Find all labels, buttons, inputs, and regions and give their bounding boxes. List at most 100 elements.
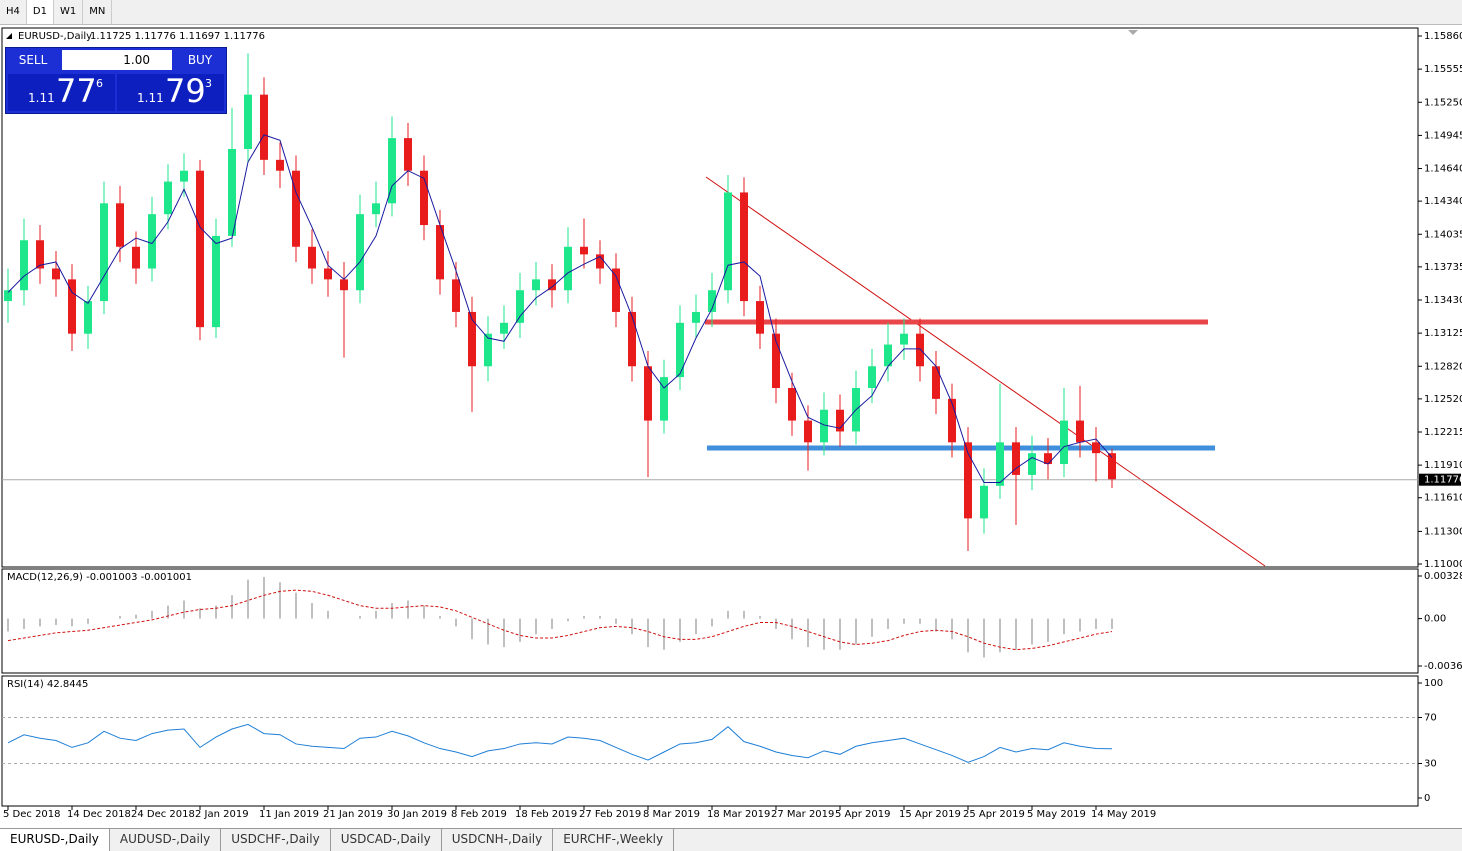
candle-body <box>372 203 380 215</box>
bid-price[interactable]: 1.11 77 6 <box>8 72 115 111</box>
candle-body <box>468 311 476 367</box>
y-tick-label: 30 <box>1424 759 1437 770</box>
candle-body <box>20 240 28 291</box>
candle-body <box>932 366 940 399</box>
candle-body <box>4 290 12 302</box>
chart-tab[interactable]: USDCNH-,Daily <box>442 829 554 851</box>
last-price-label: 1.11776 <box>1424 475 1462 486</box>
x-tick-label: 18 Mar 2019 <box>707 809 770 820</box>
x-tick-label: 24 Dec 2018 <box>131 809 195 820</box>
ask-big: 1.11 <box>137 91 164 105</box>
candle-body <box>788 388 796 421</box>
y-tick-label: 1.11610 <box>1424 493 1462 504</box>
timeframe-button[interactable]: MN <box>83 0 113 24</box>
chart-tab[interactable]: AUDUSD-,Daily <box>110 829 222 851</box>
y-tick-label: 1.13125 <box>1424 328 1462 339</box>
x-tick-label: 18 Feb 2019 <box>515 809 577 820</box>
candle-body <box>308 246 316 269</box>
y-tick-label: 1.12820 <box>1424 361 1462 372</box>
x-tick-label: 21 Jan 2019 <box>323 809 383 820</box>
candle-body <box>164 181 172 215</box>
candle-body <box>868 366 876 388</box>
candle-body <box>740 192 748 302</box>
candle-body <box>804 420 812 443</box>
lot-input[interactable]: 1.00 <box>62 50 172 70</box>
candle-body <box>1108 453 1116 480</box>
x-tick-label: 27 Feb 2019 <box>579 809 641 820</box>
candle-body <box>356 214 364 291</box>
candle-body <box>148 214 156 269</box>
y-tick-label: 70 <box>1424 713 1437 724</box>
indicator-title: MACD(12,26,9) -0.001003 -0.001001 <box>7 572 192 583</box>
chart-tab[interactable]: EURUSD-,Daily <box>0 829 110 851</box>
last-price-box <box>1419 473 1461 486</box>
candle-body <box>564 246 572 291</box>
y-tick-label: 1.14035 <box>1424 229 1462 240</box>
buy-button[interactable]: BUY <box>187 53 213 67</box>
x-tick-label: 5 Dec 2018 <box>3 809 61 820</box>
candle-body <box>52 268 60 280</box>
ask-price[interactable]: 1.11 79 3 <box>117 72 224 111</box>
candle-body <box>404 138 412 171</box>
y-tick-label: 1.15250 <box>1424 97 1462 108</box>
x-tick-label: 5 Apr 2019 <box>835 809 890 820</box>
x-tick-label: 14 Dec 2018 <box>67 809 131 820</box>
x-tick-label: 14 May 2019 <box>1091 809 1156 820</box>
bid-frac: 6 <box>96 77 103 90</box>
y-tick-label: -0.003659 <box>1424 661 1462 672</box>
candle-body <box>980 485 988 519</box>
candle-body <box>516 290 524 323</box>
candle-body <box>212 235 220 328</box>
candle-body <box>676 322 684 378</box>
y-tick-label: 1.14945 <box>1424 130 1462 141</box>
candle-body <box>708 290 716 312</box>
y-tick-label: 1.15555 <box>1424 64 1462 75</box>
candle-body <box>756 301 764 334</box>
chart-tabs: EURUSD-,Daily AUDUSD-,Daily USDCHF-,Daily U… <box>0 828 1462 851</box>
candle-body <box>660 377 668 421</box>
timeframe-toolbar: H4 D1 W1 MN <box>0 0 1462 25</box>
y-tick-label: 1.11300 <box>1424 526 1462 537</box>
timeframe-button[interactable]: D1 <box>26 0 54 24</box>
candle-body <box>292 170 300 247</box>
shift-marker <box>1128 30 1138 35</box>
timeframe-button[interactable]: W1 <box>54 0 84 24</box>
x-tick-label: 15 Apr 2019 <box>899 809 961 820</box>
y-tick-label: 1.12520 <box>1424 394 1462 405</box>
bid-pips: 77 <box>56 72 97 110</box>
timeframe-button[interactable]: H4 <box>0 0 27 24</box>
y-tick-label: 1.13430 <box>1424 295 1462 306</box>
candle-body <box>388 138 396 204</box>
chart-tab[interactable]: USDCHF-,Daily <box>221 829 331 851</box>
x-tick-label: 11 Jan 2019 <box>259 809 319 820</box>
rsi-frame <box>1 675 1419 807</box>
chart-tab[interactable]: EURCHF-,Weekly <box>553 829 675 851</box>
candle-body <box>644 366 652 421</box>
candle-body <box>36 240 44 269</box>
candle-body <box>1012 442 1020 475</box>
y-tick-label: 1.12215 <box>1424 427 1462 438</box>
candle-body <box>964 442 972 519</box>
candle-body <box>548 279 556 291</box>
candle-body <box>948 398 956 443</box>
price-frame <box>1 27 1419 568</box>
y-tick-label: 0 <box>1424 793 1430 804</box>
candle-body <box>916 333 924 367</box>
indicator-title: RSI(14) 42.8445 <box>7 679 88 690</box>
sell-button[interactable]: SELL <box>18 53 48 67</box>
candle-body <box>692 311 700 323</box>
candle-body <box>580 246 588 255</box>
candle-body <box>1076 420 1084 443</box>
rsi-line <box>7 723 1113 763</box>
candle-body <box>116 203 124 247</box>
candle-body <box>996 442 1004 486</box>
y-tick-label: 1.11000 <box>1424 559 1462 570</box>
candle-body <box>228 148 236 236</box>
y-tick-label: 1.11910 <box>1424 460 1462 471</box>
candle-body <box>612 268 620 312</box>
chart-tab[interactable]: USDCAD-,Daily <box>331 829 442 851</box>
trend-line <box>705 176 1266 567</box>
y-tick-label: 0.003287 <box>1424 571 1462 582</box>
x-tick-label: 30 Jan 2019 <box>387 809 447 820</box>
